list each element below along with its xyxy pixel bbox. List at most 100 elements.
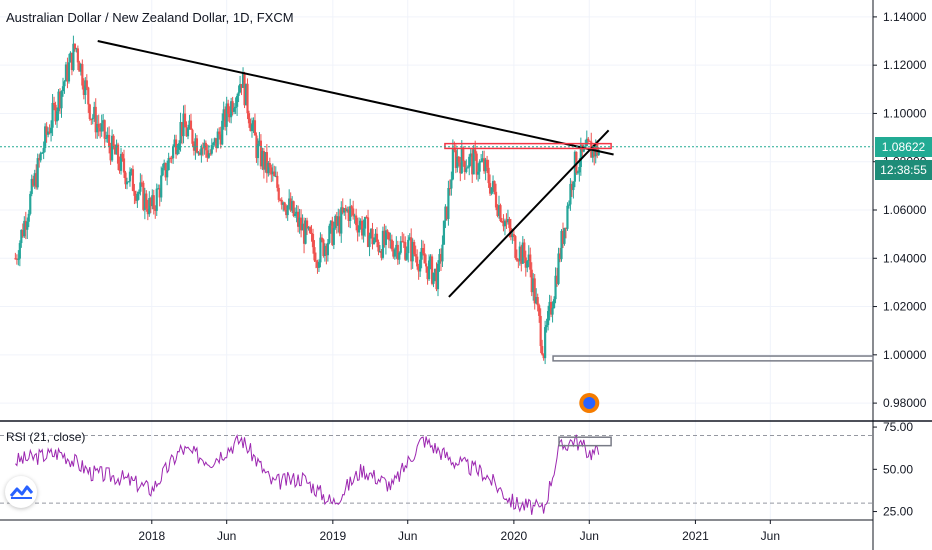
candle-body	[258, 140, 261, 144]
candle-body	[82, 85, 85, 95]
candle-body	[484, 159, 487, 172]
candle-body	[124, 172, 127, 185]
candle-countdown-label: 12:38:55	[875, 160, 932, 180]
candle-body	[23, 220, 26, 237]
candle-body	[127, 181, 130, 183]
candle-body	[192, 143, 196, 151]
candle-body	[140, 182, 143, 184]
candle-body	[480, 161, 483, 163]
candle-body	[90, 118, 93, 120]
candle-body	[483, 158, 486, 172]
candle-body	[160, 175, 163, 198]
candle-body	[338, 216, 341, 234]
candle-body	[63, 81, 66, 87]
candle-body	[52, 102, 56, 105]
tradingview-logo-icon[interactable]	[5, 476, 37, 508]
candle-body	[596, 143, 599, 156]
candle-body	[530, 269, 533, 293]
candle-body	[454, 150, 457, 168]
candle-body	[340, 207, 343, 234]
candle-body	[466, 167, 469, 169]
candle-body	[399, 241, 402, 253]
rsi-indicator-label[interactable]: RSI (21, close)	[6, 430, 86, 444]
candle-body	[358, 225, 361, 233]
candle-body	[311, 233, 315, 248]
candle-body	[579, 144, 582, 167]
candle-body	[47, 131, 50, 135]
candle-body	[477, 171, 480, 175]
candle-body	[49, 127, 53, 134]
candle-body	[445, 206, 449, 219]
time-axis-label: Jun	[580, 529, 599, 543]
candle-body	[453, 148, 456, 151]
candle-body	[283, 202, 286, 210]
candle-body	[108, 134, 111, 147]
candle-body	[457, 156, 460, 163]
candle-body	[459, 162, 462, 174]
candle-body	[131, 169, 135, 191]
candle-body	[536, 297, 539, 306]
candle-body	[289, 198, 292, 211]
candle-body	[326, 242, 329, 256]
candle-body	[544, 327, 547, 359]
candle-body	[343, 208, 346, 213]
candle-body	[349, 206, 352, 221]
candle-body	[210, 145, 213, 154]
candle-body	[24, 220, 27, 230]
candle-body	[121, 153, 124, 159]
candle-body	[363, 216, 367, 229]
candle-body	[356, 225, 359, 233]
price-axis-label: 1.02000	[883, 300, 927, 314]
candle-body	[224, 109, 227, 127]
candle-body	[230, 101, 233, 118]
candle-body	[541, 346, 544, 355]
candle-body	[569, 183, 572, 205]
candle-body	[157, 188, 160, 190]
candle-body	[328, 225, 331, 243]
candle-body	[545, 325, 548, 328]
candle-body	[166, 170, 169, 178]
candle-body	[524, 257, 527, 268]
candle-body	[151, 195, 154, 207]
candle-body	[70, 52, 74, 71]
candle-body	[427, 260, 431, 280]
candle-body	[219, 134, 222, 145]
candle-body	[474, 149, 477, 154]
candle-body	[291, 201, 294, 211]
candle-body	[186, 128, 190, 137]
candle-body	[408, 237, 411, 240]
candle-body	[353, 215, 356, 217]
candle-body	[381, 230, 385, 258]
candle-body	[478, 161, 481, 172]
candle-body	[189, 120, 193, 130]
candle-body	[271, 171, 274, 175]
candle-body	[33, 173, 36, 186]
candle-body	[390, 239, 393, 250]
candle-body	[30, 178, 33, 194]
candle-body	[441, 244, 444, 262]
price-axis-label: 1.06000	[883, 203, 927, 217]
candle-body	[172, 146, 175, 159]
candle-body	[410, 237, 413, 262]
candle-body	[21, 229, 24, 237]
candle-body	[372, 240, 376, 245]
candle-body	[374, 233, 377, 241]
candle-body	[319, 237, 322, 263]
candle-body	[233, 108, 236, 112]
candle-body	[310, 232, 313, 234]
candle-body	[154, 209, 157, 211]
candle-body	[29, 193, 32, 214]
candle-body	[578, 166, 581, 173]
candle-body	[422, 248, 425, 254]
candle-body	[177, 143, 181, 150]
candle-body	[435, 268, 438, 290]
candle-body	[469, 153, 472, 157]
candle-body	[444, 206, 447, 221]
candle-body	[564, 227, 568, 229]
candle-body	[521, 242, 524, 264]
candle-body	[26, 221, 29, 230]
candle-body	[447, 188, 450, 219]
candle-body	[57, 91, 60, 112]
candle-body	[558, 253, 562, 260]
